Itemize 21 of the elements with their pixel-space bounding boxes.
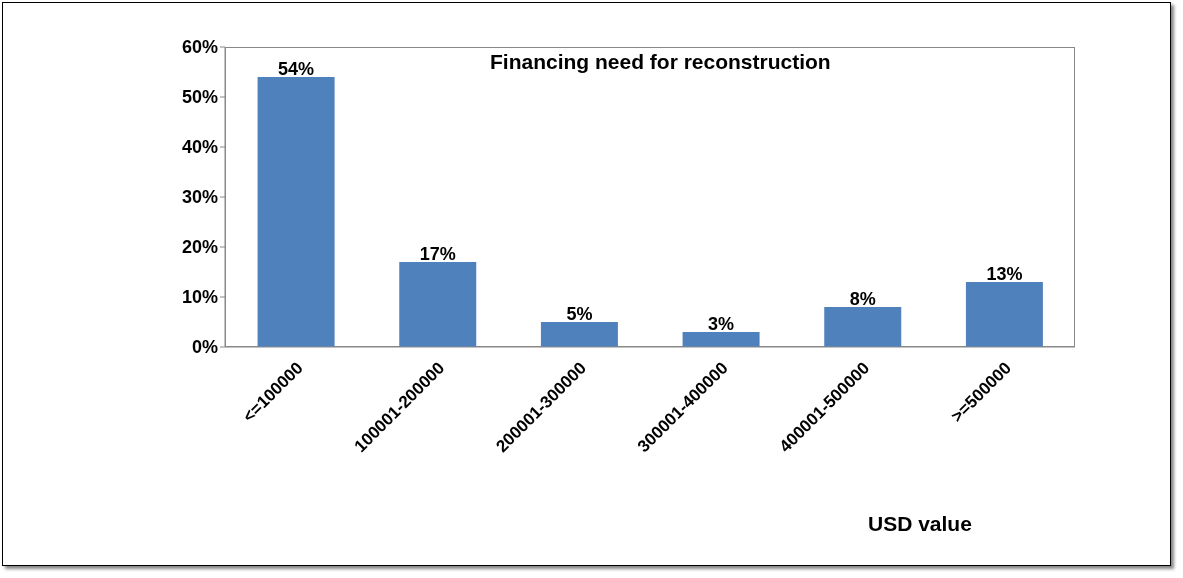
bar [540, 322, 618, 347]
bar [965, 282, 1043, 347]
y-tick-label: 60% [181, 37, 218, 58]
data-label: 8% [849, 289, 876, 309]
bar [399, 262, 477, 347]
data-label: 3% [708, 314, 735, 334]
y-tick-label: 10% [181, 287, 218, 308]
x-axis-title: USD value [868, 512, 972, 536]
chart-title: Financing need for reconstruction [490, 50, 831, 74]
bar [257, 77, 335, 347]
data-label: 13% [986, 264, 1023, 284]
y-tick-label: 20% [181, 237, 218, 258]
data-label: 17% [419, 244, 456, 264]
bar [824, 307, 902, 347]
y-tick-label: 40% [181, 137, 218, 158]
data-label: 54% [278, 59, 315, 79]
bar [682, 332, 760, 347]
y-tick-label: 30% [181, 187, 218, 208]
y-tick-label: 50% [181, 87, 218, 108]
data-label: 5% [566, 304, 593, 324]
y-tick-label: 0% [191, 337, 218, 358]
